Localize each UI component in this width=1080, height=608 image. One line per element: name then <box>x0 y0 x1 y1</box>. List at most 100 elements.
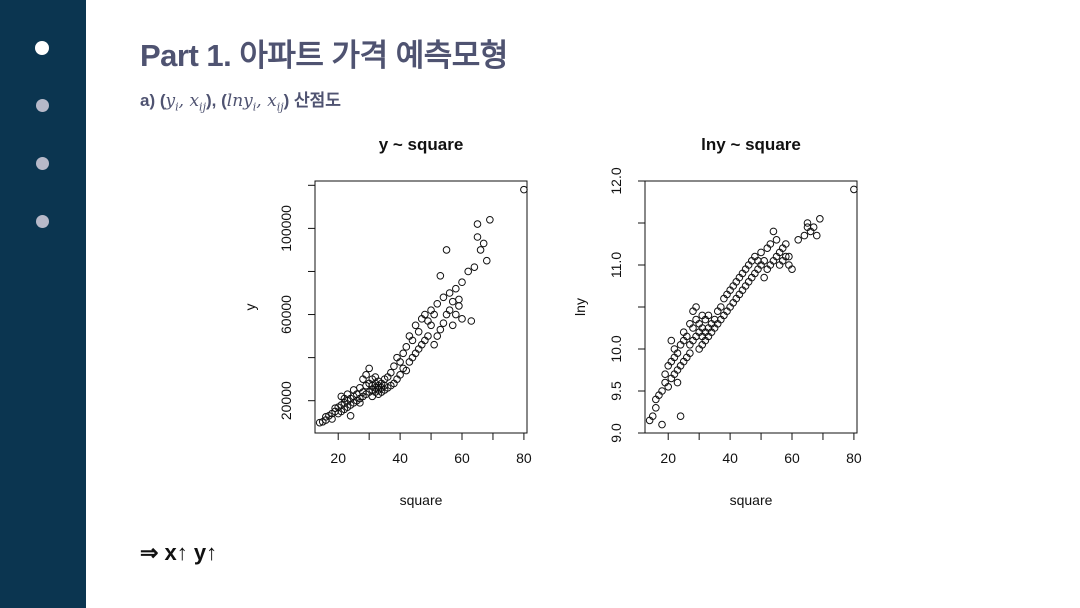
y-tick-label: 9.0 <box>608 423 624 443</box>
data-point <box>399 349 408 358</box>
data-point <box>346 411 355 420</box>
x-tick-label: 60 <box>784 450 800 466</box>
data-point <box>717 303 725 311</box>
x-tick-label: 20 <box>330 450 346 466</box>
x-tick-label: 40 <box>392 450 408 466</box>
data-point <box>464 267 472 276</box>
x-tick-label: 80 <box>846 450 862 466</box>
data-point <box>356 399 364 407</box>
nav-dot-3[interactable] <box>36 157 49 170</box>
data-point <box>766 240 775 248</box>
data-point <box>365 364 373 373</box>
data-point <box>760 257 768 265</box>
data-point <box>667 336 676 345</box>
data-point <box>452 284 460 293</box>
data-point <box>445 306 454 315</box>
y-tick-label: 60000 <box>278 295 294 334</box>
data-point <box>812 231 821 240</box>
data-point <box>421 310 429 319</box>
data-point <box>455 302 463 310</box>
data-point <box>850 185 858 194</box>
data-point <box>473 233 482 241</box>
data-point <box>362 371 370 379</box>
data-point <box>788 265 796 273</box>
data-point <box>658 420 666 429</box>
data-point <box>390 362 398 371</box>
data-point <box>396 371 404 379</box>
data-point <box>436 271 445 280</box>
data-point <box>782 240 790 248</box>
data-point <box>794 236 802 244</box>
y-tick-label: 10.0 <box>608 335 624 362</box>
data-point <box>658 387 666 395</box>
nav-dot-4[interactable] <box>36 215 49 228</box>
data-point <box>455 295 463 304</box>
y-axis-label: lny <box>572 298 588 316</box>
conclusion-text: ⇒ x↑ y↑ <box>140 540 218 565</box>
data-point <box>757 248 765 257</box>
data-point <box>458 278 466 287</box>
data-point <box>439 319 448 327</box>
data-point <box>433 332 442 340</box>
y-tick-label: 20000 <box>278 381 294 420</box>
x-axis-label: square <box>400 492 443 508</box>
data-point <box>408 336 417 345</box>
data-point <box>692 303 700 311</box>
plot-frame <box>644 180 858 434</box>
data-point <box>661 370 669 378</box>
data-point <box>479 239 488 248</box>
data-point <box>424 332 432 340</box>
data-point <box>430 310 438 319</box>
data-point <box>673 378 682 387</box>
plot-title: y ~ square <box>379 135 464 154</box>
y-tick-label: 12.0 <box>608 167 624 194</box>
nav-dot-1[interactable] <box>35 41 49 55</box>
nav-dot-2[interactable] <box>36 99 49 112</box>
slide-subtitle: a) (yi, xij), (lnyi, xij) 산점도 <box>140 91 341 114</box>
x-tick-label: 20 <box>660 450 676 466</box>
data-point <box>816 215 824 223</box>
data-point <box>430 340 438 349</box>
data-point <box>769 227 778 236</box>
data-point <box>433 299 442 308</box>
x-tick-label: 40 <box>722 450 738 466</box>
slide-title: Part 1. 아파트 가격 예측모형 <box>140 38 508 73</box>
sidebar <box>0 0 86 608</box>
data-point <box>760 273 768 282</box>
data-point <box>396 358 404 366</box>
data-point <box>470 263 479 271</box>
y-tick-label: 11.0 <box>608 252 624 278</box>
data-point <box>414 327 423 336</box>
data-point <box>809 223 818 231</box>
data-point <box>486 215 494 224</box>
data-point <box>686 349 694 357</box>
data-point <box>782 252 790 261</box>
data-point <box>800 231 809 240</box>
data-point <box>402 366 411 375</box>
scatter-plot-lny-square: lny ~ square 20 40 60 80 square 9.0 9.5 10.0 11.0… <box>572 135 862 508</box>
x-tick-label: 60 <box>454 450 470 466</box>
y-tick-label: 100000 <box>278 205 294 252</box>
y-tick-label: 9.5 <box>608 381 624 401</box>
data-point <box>442 246 451 254</box>
data-point <box>704 311 713 320</box>
plot-title: lny ~ square <box>701 135 801 154</box>
x-tick-label: 80 <box>516 450 532 466</box>
data-point <box>315 418 324 427</box>
x-axis-label: square <box>730 492 773 508</box>
data-point <box>387 368 395 377</box>
data-point <box>673 349 682 357</box>
data-point <box>448 321 457 330</box>
data-point <box>445 289 454 297</box>
data-point <box>772 236 781 244</box>
scatter-plot-y-square: y ~ square 20 40 60 80 square 20000 60000 100000… <box>242 135 532 508</box>
y-axis-label: y <box>242 304 258 311</box>
data-point <box>676 412 685 421</box>
data-point <box>467 317 476 325</box>
data-point <box>411 321 420 330</box>
data-point <box>436 325 445 334</box>
data-point <box>682 332 691 341</box>
data-point <box>448 297 457 306</box>
data-point <box>664 383 673 391</box>
data-point <box>458 315 466 323</box>
